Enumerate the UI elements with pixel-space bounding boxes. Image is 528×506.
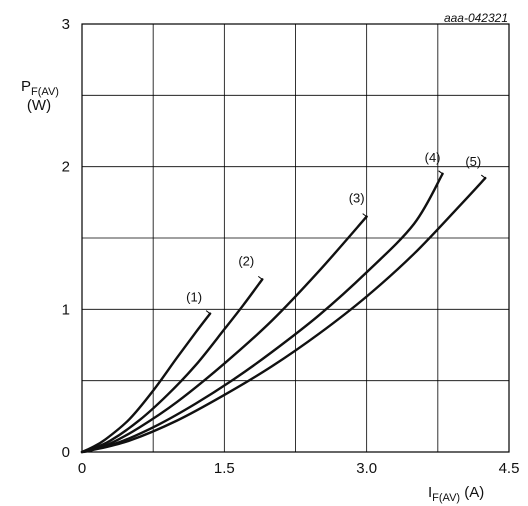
x-tick-label: 3.0 [356,460,377,477]
y-tick-label: 0 [62,444,70,461]
curve-label-4: (4) [425,150,441,165]
curve-label-leader [438,170,443,175]
y-axis-unit: (W) [27,97,51,114]
curve-5 [80,176,487,454]
curve-labels: (1) (2) (3) (4) (5) [186,150,486,315]
curve-label-1: (1) [186,290,202,305]
x-axis-title: IF(AV) (A) [428,484,484,504]
grid [82,24,509,452]
curve-label-leader [205,310,211,315]
plot-frame [81,23,510,453]
y-tick-label: 1 [62,301,70,318]
figure-code: aaa-042321 [444,11,508,25]
curves [80,172,487,454]
x-tick-label: 1.5 [214,460,235,477]
y-tick-label: 3 [62,16,70,33]
x-tick-labels: 0 1.5 3.0 4.5 [78,460,520,477]
y-axis-title: PF(AV) [21,78,59,98]
curve-label-leader [257,275,263,280]
x-tick-label: 4.5 [499,460,520,477]
y-tick-labels: 0 1 2 3 [62,16,70,461]
y-tick-label: 2 [62,159,70,176]
x-tick-label: 0 [78,460,86,477]
curve-1 [80,312,212,454]
curve-label-leader [480,174,486,179]
curve-label-3: (3) [349,191,365,206]
curve-label-2: (2) [238,253,254,268]
curve-label-leader [362,213,367,218]
curve-label-5: (5) [465,154,481,169]
